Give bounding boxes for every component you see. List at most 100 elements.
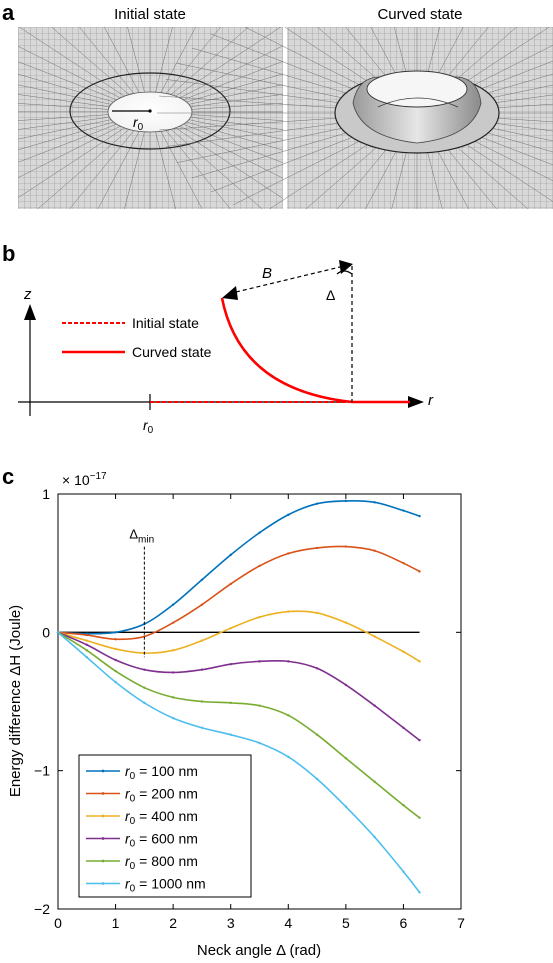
x-tick-label: 1 — [112, 915, 120, 931]
data-point — [229, 553, 232, 557]
data-point — [171, 621, 175, 624]
r0-tick-label: r0 — [143, 417, 154, 436]
data-point — [85, 633, 88, 637]
data-point — [344, 621, 348, 624]
delta-angle-label: Δ — [326, 287, 335, 303]
data-point — [418, 891, 421, 894]
data-point — [418, 739, 421, 742]
data-point — [85, 649, 88, 652]
curved-state-title: Curved state — [377, 6, 463, 23]
mesh-line — [18, 103, 111, 110]
data-point — [85, 639, 88, 642]
data-point — [85, 656, 88, 659]
r-axis-arrow — [408, 396, 424, 408]
series-line — [57, 545, 420, 641]
mesh-line — [18, 123, 119, 163]
data-point — [171, 716, 175, 720]
curved-mesh — [157, 27, 553, 209]
mesh-line — [18, 27, 126, 98]
data-point — [143, 635, 146, 638]
mesh-line — [165, 27, 222, 95]
profile-diagram: z r r0 B Δ Initial state Curved state — [18, 260, 434, 436]
legend-label: r0 = 400 nm — [125, 808, 198, 827]
mesh-line — [174, 27, 282, 98]
mesh-line — [51, 27, 131, 96]
mesh-line — [18, 45, 122, 99]
data-point — [85, 643, 88, 646]
B-label: B — [262, 265, 272, 282]
data-point — [56, 631, 60, 634]
y-tick-label: 1 — [42, 486, 50, 502]
data-point — [373, 549, 376, 552]
data-point — [373, 635, 376, 638]
initial-mesh: r0 — [18, 27, 410, 209]
data-point — [229, 701, 232, 705]
mesh-line — [18, 114, 111, 121]
series-line — [57, 500, 420, 635]
legend-label: r0 = 100 nm — [125, 763, 198, 782]
plot-frame — [57, 493, 462, 910]
data-point — [344, 805, 348, 808]
data-point — [229, 582, 232, 586]
mesh-line — [18, 119, 114, 140]
legend-marker — [101, 769, 105, 773]
data-point — [200, 668, 204, 671]
panel-a-label: a — [2, 0, 15, 25]
x-tick-label: 4 — [284, 915, 292, 931]
data-point — [143, 668, 146, 671]
data-point — [418, 514, 421, 518]
legend-curved-label: Curved state — [132, 344, 212, 360]
curved-state-line — [220, 297, 353, 404]
data-point — [143, 701, 146, 705]
data-point — [373, 704, 376, 707]
mesh-line — [18, 121, 116, 151]
data-point — [344, 545, 348, 548]
B-arrow — [235, 266, 341, 293]
legend-label: r0 = 600 nm — [125, 831, 198, 850]
data-point — [200, 700, 204, 703]
data-point — [402, 561, 405, 565]
data-point — [287, 610, 290, 613]
data-point — [402, 726, 405, 729]
data-point — [287, 513, 290, 516]
data-point — [344, 499, 348, 503]
data-point — [258, 741, 261, 745]
series-line — [57, 631, 421, 741]
mesh-line — [18, 73, 116, 103]
x-tick-label: 2 — [169, 915, 177, 931]
legend-marker — [101, 859, 105, 863]
radius-label: r0 — [133, 114, 144, 133]
data-point — [114, 631, 117, 634]
data-point — [315, 546, 319, 550]
data-point — [344, 683, 348, 687]
data-point — [171, 649, 175, 652]
mesh-line — [127, 27, 146, 94]
mesh-line — [103, 27, 140, 94]
mesh-line — [18, 84, 114, 105]
data-point — [229, 662, 232, 666]
data-point — [315, 611, 319, 615]
legend-marker — [101, 882, 105, 885]
data-point — [200, 639, 204, 642]
y-tick-label: −1 — [34, 763, 50, 779]
energy-chart: × 10−17 0 1 2 3 4 5 6 7 1 0 −1 −2 Δmin Neck angle Δ… — [7, 471, 465, 959]
delta-min-label: Δmin — [129, 526, 154, 545]
data-point — [200, 578, 204, 581]
data-point — [315, 667, 319, 670]
series-line — [57, 610, 420, 663]
data-point — [200, 603, 204, 606]
legend-label: r0 = 200 nm — [125, 786, 198, 805]
initial-state-title: Initial state — [114, 6, 186, 23]
data-point — [258, 564, 261, 568]
panel-b-label: b — [2, 241, 16, 266]
data-point — [114, 647, 117, 651]
x-tick-label: 7 — [457, 915, 465, 931]
data-point — [418, 660, 421, 663]
y-tick-label: −2 — [34, 901, 50, 917]
data-point — [200, 726, 204, 729]
x-tick-label: 3 — [227, 915, 235, 931]
data-point — [171, 671, 175, 674]
chart-legend: r0 = 100 nm r0 = 200 nm r0 = 400 nm r0 = 60… — [78, 754, 252, 898]
data-point — [229, 626, 232, 630]
legend-label: r0 = 800 nm — [125, 853, 198, 872]
